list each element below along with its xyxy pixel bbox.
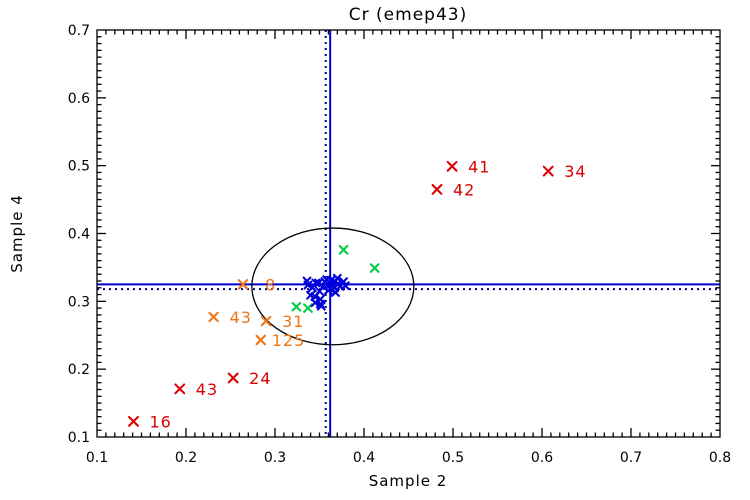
data-point-label: 42 — [453, 180, 475, 199]
near-cluster-green-marker — [338, 244, 349, 255]
x-tick-label: 0.6 — [531, 450, 553, 466]
x-tick-label: 0.4 — [353, 450, 375, 466]
moderate-outliers-orange-marker — [237, 279, 249, 290]
x-tick-label: 0.2 — [175, 450, 197, 466]
data-point-label: 41 — [468, 157, 490, 176]
chart-layer: 0.1 0.2 0.3 0.4 0.5 0.6 0.7 0.8 0.1 0.2 0.3 0.4 0.5 0… — [68, 23, 731, 466]
data-point-label: 43 — [196, 380, 218, 399]
main-cluster-blue-marker — [311, 278, 321, 288]
y-tick-label: 0.4 — [68, 227, 90, 243]
far-outliers-red-marker — [227, 372, 239, 384]
far-outliers-red-marker — [128, 415, 139, 427]
x-tick-label: 0.1 — [86, 450, 108, 466]
y-tick-label: 0.5 — [68, 159, 90, 175]
data-point-label: 31 — [282, 312, 304, 331]
x-axis-label: Sample 2 — [369, 472, 448, 490]
x-tick-label: 0.8 — [709, 450, 731, 466]
main-cluster-blue-marker — [315, 299, 325, 309]
near-cluster-green-marker — [369, 263, 380, 273]
main-cluster-blue-marker — [303, 280, 313, 290]
x-tick-label: 0.7 — [620, 450, 642, 466]
y-tick-label: 0.2 — [68, 362, 90, 378]
confidence-ellipse — [251, 227, 415, 346]
data-point-label: 43 — [230, 308, 252, 327]
data-point-label: 8 — [265, 275, 276, 294]
main-cluster-blue-marker — [331, 288, 340, 297]
data-point-label: 125 — [272, 331, 306, 350]
y-tick-label: 0.1 — [68, 430, 90, 446]
far-outliers-red-marker — [431, 183, 443, 195]
y-tick-label: 0.7 — [68, 23, 90, 39]
data-point-label: 16 — [149, 412, 171, 431]
main-cluster-blue-marker — [340, 281, 350, 291]
data-point-label: 24 — [249, 369, 271, 388]
y-tick-label: 0.6 — [68, 91, 90, 107]
x-tick-label: 0.5 — [442, 450, 464, 466]
y-axis-label: Sample 4 — [8, 194, 26, 273]
data-point-label: 34 — [564, 162, 586, 181]
far-outliers-red-marker — [446, 160, 458, 172]
moderate-outliers-orange-marker — [260, 315, 272, 327]
far-outliers-red-marker — [542, 165, 554, 177]
near-cluster-green-marker — [291, 301, 302, 312]
moderate-outliers-orange-marker — [208, 311, 219, 323]
far-outliers-red-marker — [174, 383, 186, 395]
chart-title: Cr (emep43) — [349, 5, 467, 25]
near-cluster-green-marker — [303, 303, 313, 313]
x-tick-label: 0.3 — [264, 450, 286, 466]
y-tick-label: 0.3 — [68, 294, 90, 310]
moderate-outliers-orange-marker — [255, 334, 267, 346]
axis-frame — [96, 29, 721, 438]
